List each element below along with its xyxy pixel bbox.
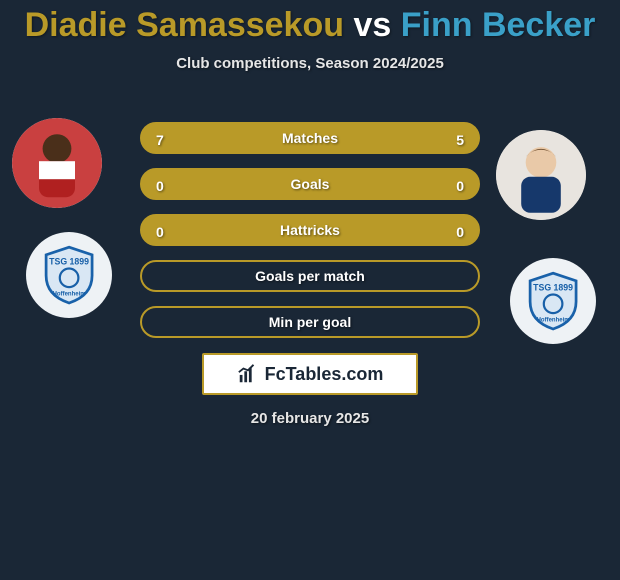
stat-rows: 7 Matches 5 0 Goals 0 0 Hattricks 0 Goal… — [140, 122, 480, 352]
branding-text: FcTables.com — [265, 364, 384, 385]
stat-value-left: 0 — [156, 216, 164, 248]
stat-row-hattricks: 0 Hattricks 0 — [140, 214, 480, 246]
stat-label: Hattricks — [280, 222, 340, 238]
svg-text:Hoffenheim: Hoffenheim — [537, 317, 570, 323]
player2-avatar — [496, 130, 586, 220]
stat-value-right: 5 — [456, 124, 464, 156]
stat-label: Goals per match — [255, 268, 365, 284]
stat-value-right: 0 — [456, 216, 464, 248]
stat-row-matches: 7 Matches 5 — [140, 122, 480, 154]
club-shield-icon: TSG 1899 Hoffenheim — [523, 271, 583, 331]
branding-box: FcTables.com — [202, 353, 418, 395]
player2-photo-placeholder — [496, 130, 586, 220]
player1-club-logo: TSG 1899 Hoffenheim — [26, 232, 112, 318]
club-shield-icon: TSG 1899 Hoffenheim — [39, 245, 99, 305]
stat-label: Min per goal — [269, 314, 351, 330]
stat-value-left: 7 — [156, 124, 164, 156]
stat-row-min-per-goal: Min per goal — [140, 306, 480, 338]
player1-avatar — [12, 118, 102, 208]
svg-text:TSG 1899: TSG 1899 — [533, 283, 573, 293]
stat-label: Goals — [291, 176, 330, 192]
stat-row-goals: 0 Goals 0 — [140, 168, 480, 200]
player1-photo-placeholder — [12, 118, 102, 208]
svg-text:TSG 1899: TSG 1899 — [49, 257, 89, 267]
player2-club-logo: TSG 1899 Hoffenheim — [510, 258, 596, 344]
stat-value-right: 0 — [456, 170, 464, 202]
subtitle: Club competitions, Season 2024/2025 — [0, 55, 620, 72]
svg-text:Hoffenheim: Hoffenheim — [53, 291, 86, 297]
player1-name: Diadie Samassekou — [25, 6, 344, 44]
date-text: 20 february 2025 — [0, 410, 620, 427]
page-title: Diadie Samassekou vs Finn Becker — [0, 0, 620, 45]
vs-word: vs — [353, 6, 391, 44]
stat-value-left: 0 — [156, 170, 164, 202]
stat-label: Matches — [282, 130, 338, 146]
player2-name: Finn Becker — [401, 6, 596, 44]
stat-row-goals-per-match: Goals per match — [140, 260, 480, 292]
chart-icon — [237, 363, 259, 385]
